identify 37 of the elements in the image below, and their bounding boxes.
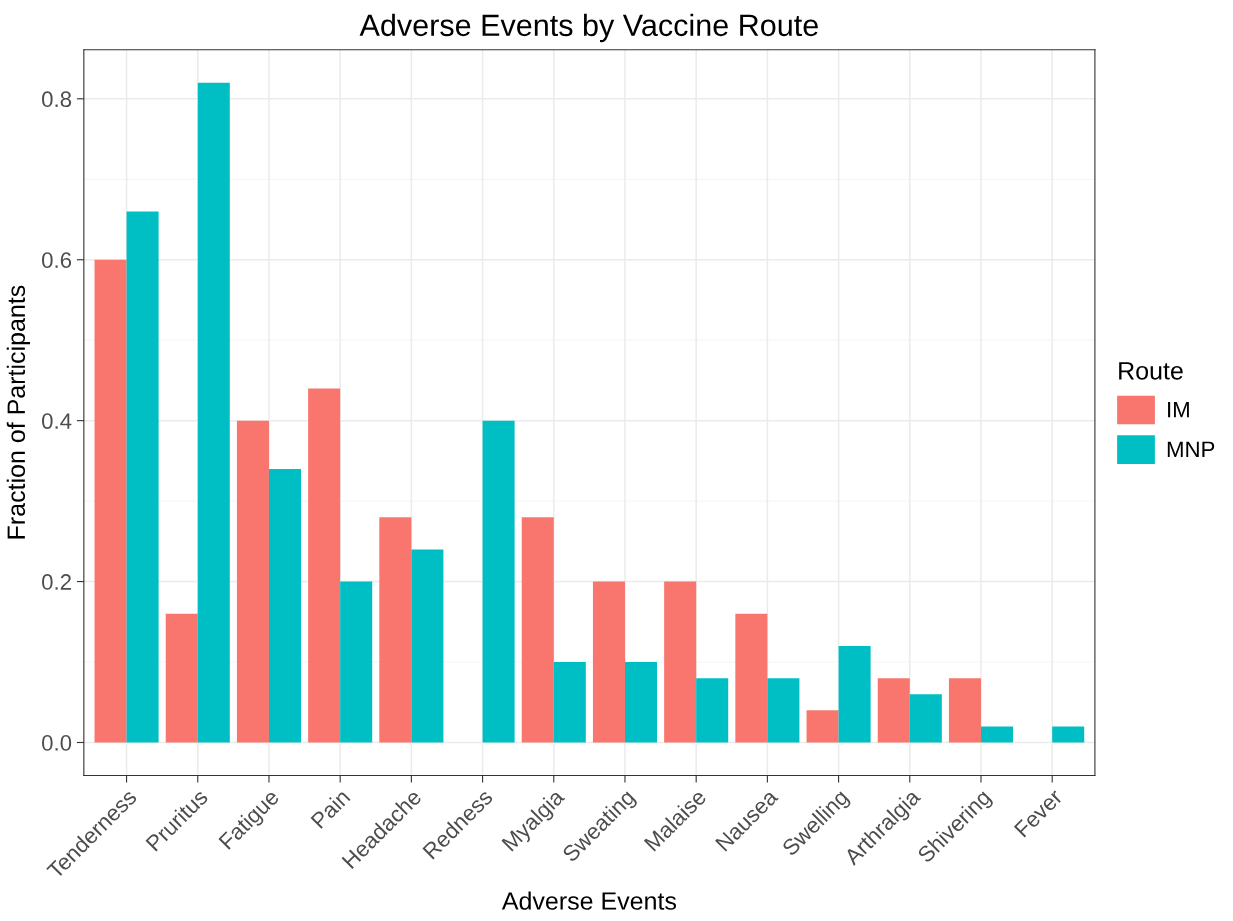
bar <box>126 211 159 743</box>
bar <box>838 645 871 743</box>
bar <box>767 678 800 743</box>
bar <box>980 726 1014 743</box>
bar <box>624 662 658 743</box>
y-tick-label: 0.4 <box>42 413 72 429</box>
bar <box>379 517 412 743</box>
bar <box>521 517 554 743</box>
y-axis-title: Fraction of Participants <box>6 285 31 539</box>
bar <box>411 549 444 743</box>
bar <box>340 581 373 743</box>
chart-title: Adverse Events by Vaccine Route <box>359 13 818 43</box>
bar <box>735 613 768 743</box>
bar <box>165 613 198 743</box>
bar <box>482 420 515 743</box>
bar <box>592 581 625 743</box>
bar <box>553 662 586 743</box>
legend-title: Route <box>1119 362 1183 380</box>
legend-label: MNP <box>1167 441 1215 457</box>
bar <box>308 388 341 743</box>
bar <box>1052 726 1085 743</box>
y-tick-label: 0.2 <box>42 574 71 590</box>
bar <box>236 420 269 743</box>
bar <box>197 82 230 743</box>
y-tick-label: 0.8 <box>42 91 72 108</box>
bar <box>948 678 981 743</box>
bar <box>268 468 302 743</box>
y-tick-label: 0.6 <box>42 252 72 269</box>
x-axis-title: Adverse Events <box>501 891 677 910</box>
bar <box>806 710 839 743</box>
y-tick-label: 0.0 <box>42 735 72 751</box>
bar <box>664 581 697 743</box>
bar <box>909 694 942 743</box>
bar <box>94 259 127 743</box>
legend-label: IM <box>1168 401 1189 418</box>
bar <box>877 678 910 743</box>
bar <box>696 678 729 743</box>
